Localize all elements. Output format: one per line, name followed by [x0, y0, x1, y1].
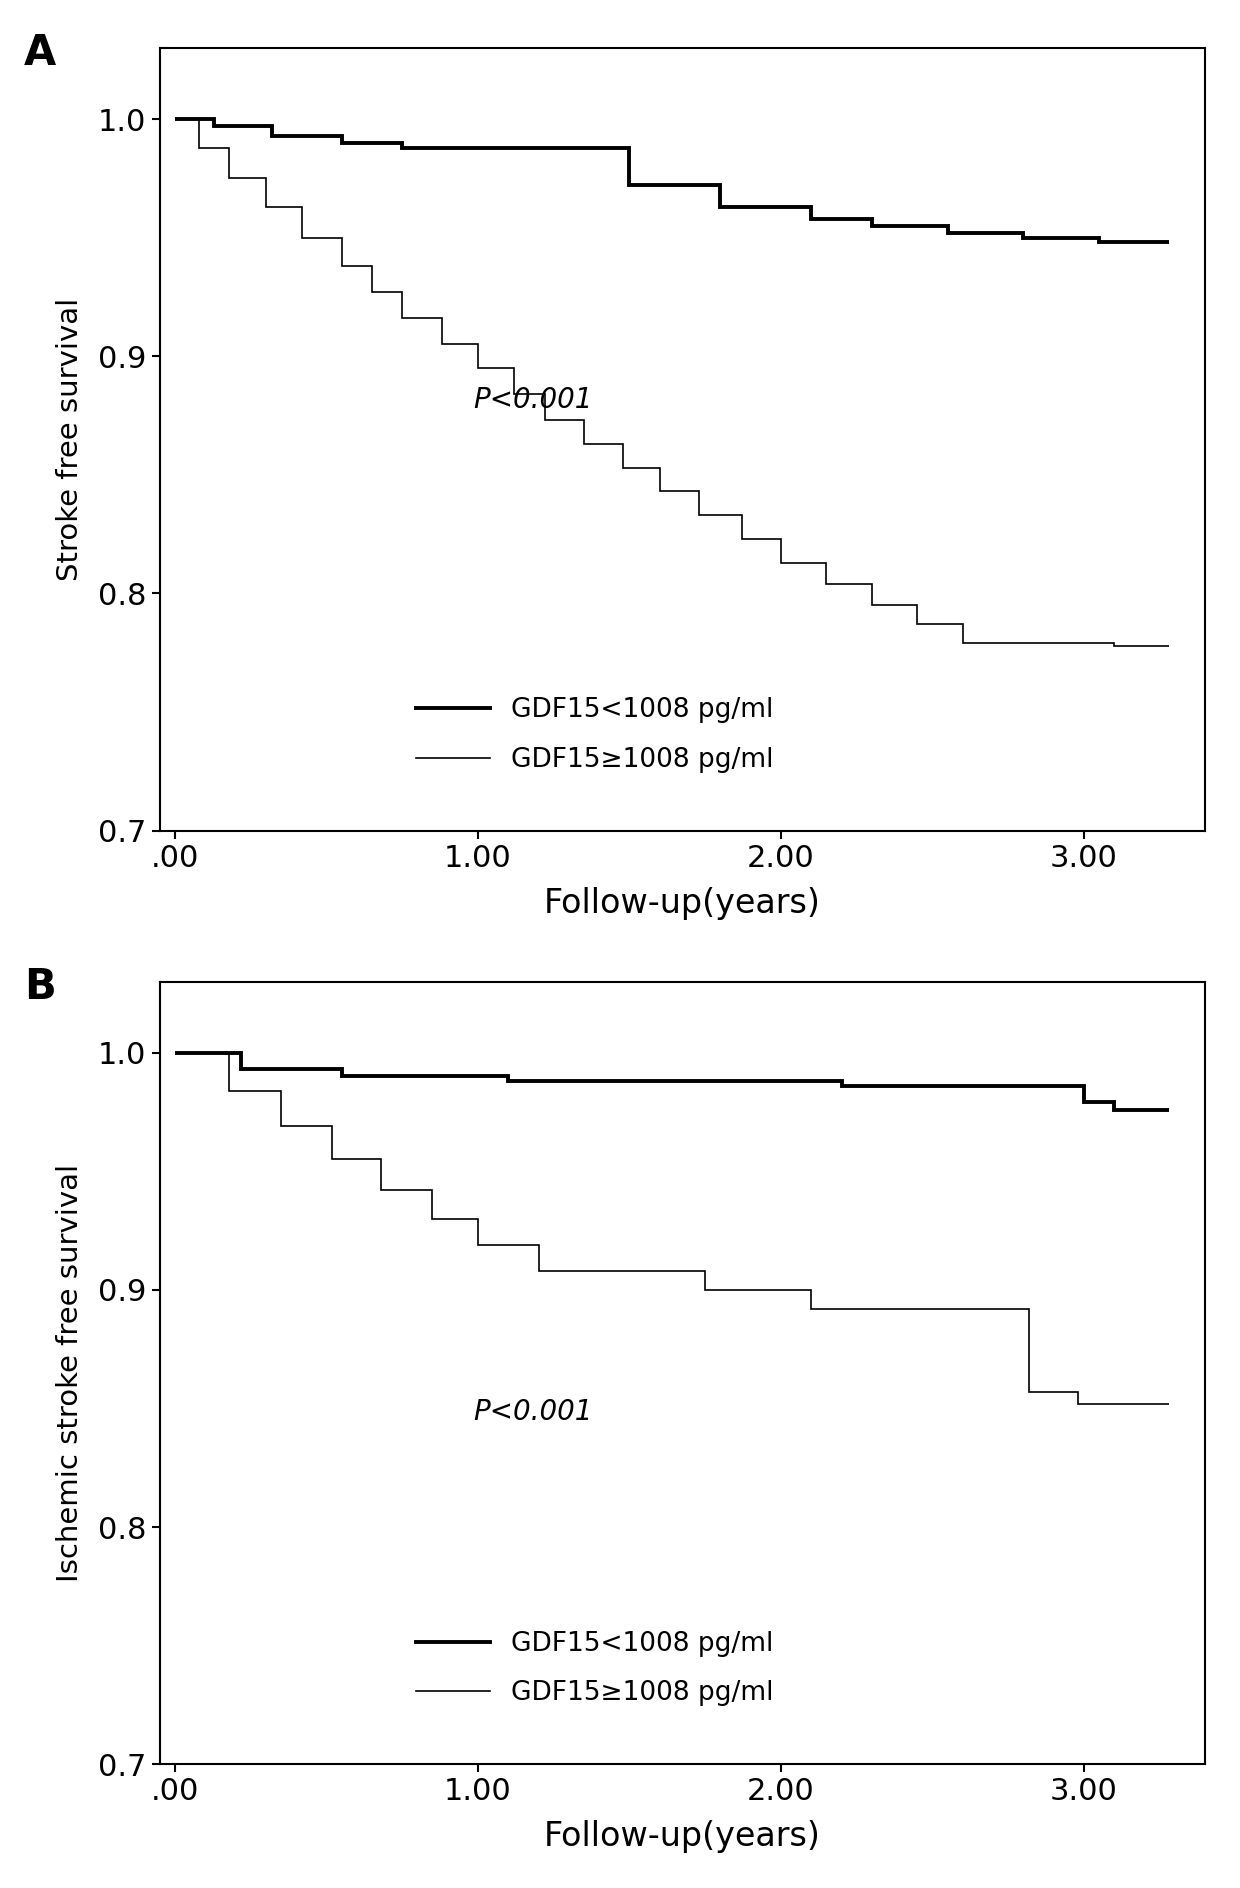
Legend: GDF15<1008 pg/ml, GDF15≥1008 pg/ml: GDF15<1008 pg/ml, GDF15≥1008 pg/ml [403, 683, 786, 785]
Text: A: A [24, 32, 56, 74]
Legend: GDF15<1008 pg/ml, GDF15≥1008 pg/ml: GDF15<1008 pg/ml, GDF15≥1008 pg/ml [403, 1618, 786, 1720]
Y-axis label: Ischemic stroke free survival: Ischemic stroke free survival [56, 1163, 84, 1582]
Y-axis label: Stroke free survival: Stroke free survival [56, 298, 84, 582]
X-axis label: Follow-up(years): Follow-up(years) [544, 887, 821, 919]
Text: P<0.001: P<0.001 [474, 1397, 593, 1425]
Text: P<0.001: P<0.001 [474, 387, 593, 413]
Text: B: B [24, 967, 56, 1008]
X-axis label: Follow-up(years): Follow-up(years) [544, 1820, 821, 1854]
